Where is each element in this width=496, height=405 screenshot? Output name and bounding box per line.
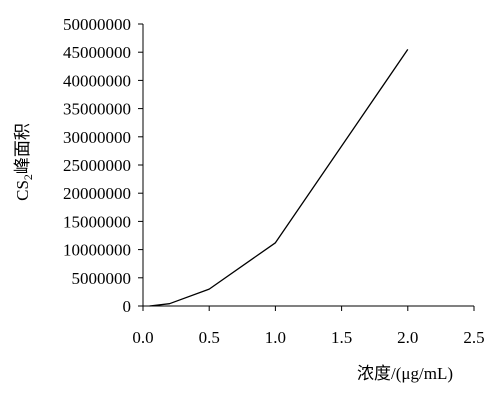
y-tick-label: 30000000	[63, 128, 131, 147]
y-axis-title-rest: 峰面积	[13, 123, 32, 174]
y-axis-ticks: 0 5000000 10000000 15000000 20000000 25000000…	[63, 15, 143, 316]
y-tick-label: 10000000	[63, 241, 131, 260]
series-layer	[149, 49, 409, 307]
y-tick-label: 15000000	[63, 212, 131, 231]
y-tick-label: 20000000	[63, 184, 131, 203]
y-tick-label: 0	[123, 297, 132, 316]
y-tick-label: 45000000	[63, 43, 131, 62]
x-tick-label: 2.5	[463, 328, 484, 347]
series-line-0	[149, 49, 409, 307]
x-tick-label: 0.5	[199, 328, 220, 347]
y-tick-label: 40000000	[63, 71, 131, 90]
x-tick-label: 1.0	[265, 328, 286, 347]
x-tick-label: 2.0	[397, 328, 418, 347]
y-axis-title-subscript: 2	[21, 174, 35, 180]
x-tick-label: 0.0	[132, 328, 153, 347]
y-tick-label: 25000000	[63, 156, 131, 175]
x-axis-ticks: 0.0 0.5 1.0 1.5 2.0 2.5	[132, 306, 485, 347]
y-tick-label: 5000000	[72, 269, 132, 288]
y-tick-label: 35000000	[63, 100, 131, 119]
y-axis-title: CS2峰面积	[13, 123, 35, 201]
y-tick-label: 50000000	[63, 15, 131, 34]
y-axis-title-main: CS	[13, 180, 32, 201]
x-axis-title: 浓度/(μg/mL)	[357, 364, 453, 383]
x-tick-label: 1.5	[331, 328, 352, 347]
